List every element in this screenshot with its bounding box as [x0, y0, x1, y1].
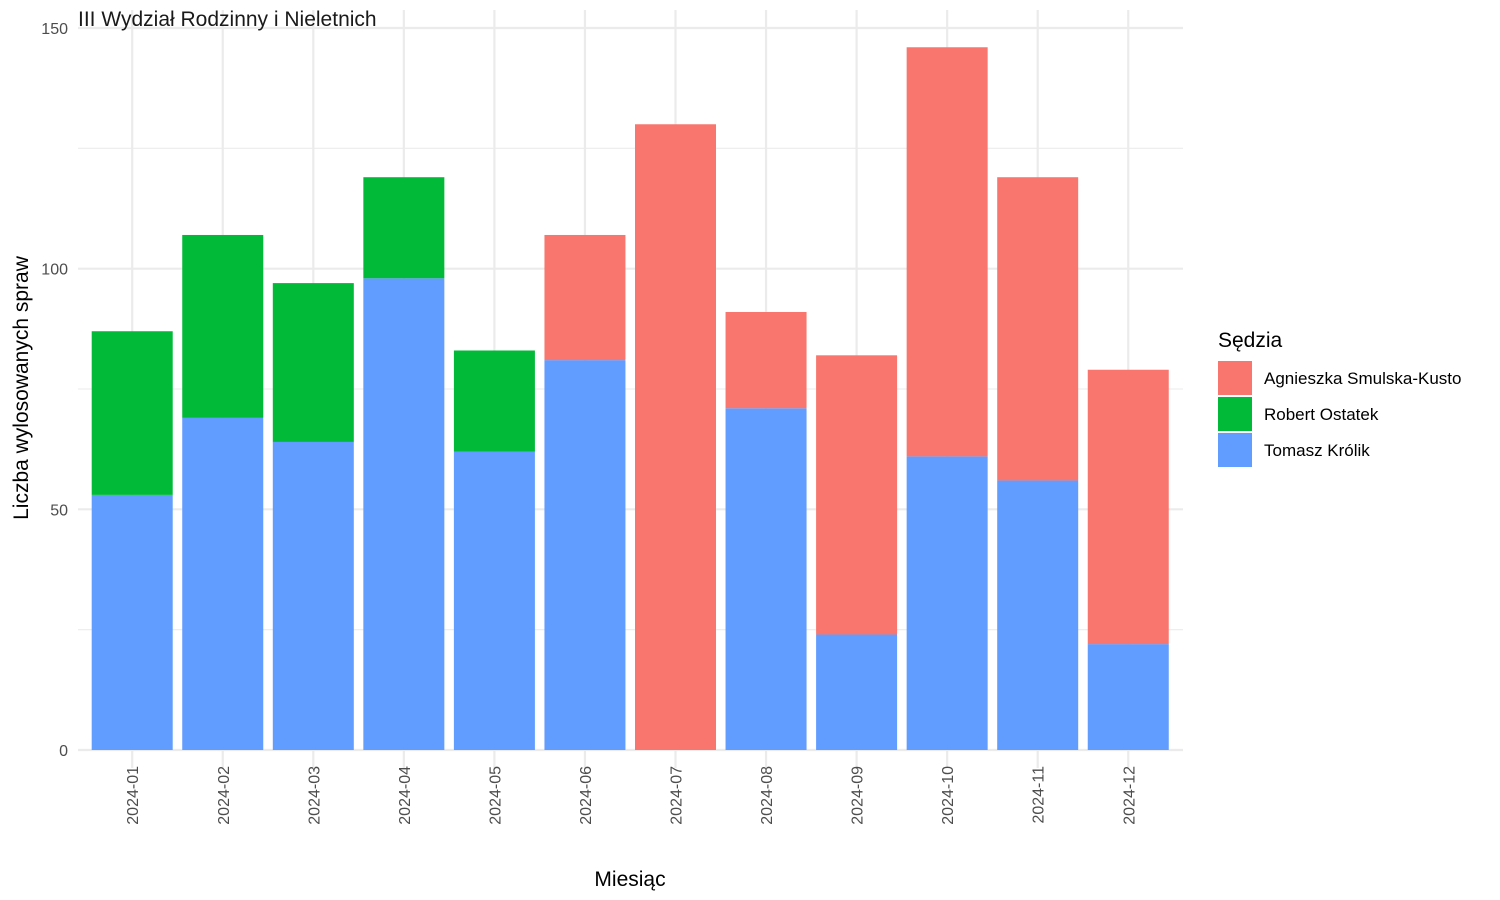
legend-swatch	[1218, 361, 1252, 395]
bar-segment	[816, 355, 898, 635]
x-tick-label: 2024-10	[940, 766, 957, 825]
legend-swatch	[1218, 433, 1252, 467]
bar-segment	[91, 331, 173, 495]
bar-segment	[997, 480, 1079, 750]
bar-segment	[997, 177, 1079, 481]
x-tick-label: 2024-08	[759, 766, 776, 825]
bar-segment	[363, 278, 445, 750]
x-axis-ticks: 2024-01 2024-02 2024-03 2024-04 2024-05 2024-…	[125, 766, 1138, 825]
x-tick-label: 2024-07	[669, 766, 686, 825]
chart-title: III Wydział Rodzinny i Nieletnich	[78, 8, 377, 31]
y-tick-label: 100	[41, 262, 68, 279]
legend-title: Sędzia	[1218, 329, 1283, 352]
legend-label: Robert Ostatek	[1264, 405, 1379, 424]
bar-segment	[544, 360, 626, 750]
y-tick-label: 150	[41, 21, 68, 38]
legend: Sędzia Agnieszka Smulska-Kusto Robert Ost…	[1218, 329, 1461, 467]
bar-segment	[453, 350, 535, 452]
y-tick-label: 0	[59, 743, 68, 760]
y-axis-ticks: 0 50 100 150	[41, 21, 68, 760]
bar-segment	[725, 311, 807, 409]
bar-segment	[182, 417, 264, 750]
x-tick-label: 2024-04	[397, 766, 414, 825]
x-tick-label: 2024-05	[487, 766, 504, 825]
bar-segment	[182, 234, 264, 418]
bar-segment	[91, 494, 173, 750]
bar-segment	[453, 451, 535, 750]
bars	[91, 47, 1169, 751]
x-tick-label: 2024-01	[125, 766, 142, 825]
bar-segment	[272, 441, 354, 750]
x-tick-label: 2024-12	[1121, 766, 1138, 825]
legend-label: Agnieszka Smulska-Kusto	[1264, 369, 1461, 388]
y-axis-title: Liczba wylosowanych spraw	[10, 255, 33, 520]
bar-segment	[635, 124, 716, 751]
x-tick-label: 2024-03	[306, 766, 323, 825]
legend-items: Agnieszka Smulska-Kusto Robert Ostatek Tom…	[1218, 361, 1461, 467]
bar-segment	[544, 234, 626, 361]
bar-segment	[906, 47, 988, 457]
x-axis-title: Miesiąc	[594, 868, 665, 891]
bar-segment	[1087, 369, 1169, 645]
x-tick-label: 2024-02	[216, 766, 233, 825]
bar-segment	[906, 456, 988, 750]
x-tick-label: 2024-09	[850, 766, 867, 825]
bar-segment	[272, 283, 354, 442]
x-tick-label: 2024-06	[578, 766, 595, 825]
legend-swatch	[1218, 397, 1252, 431]
bar-segment	[725, 408, 807, 750]
y-tick-label: 50	[50, 502, 68, 519]
bar-segment	[1087, 644, 1169, 750]
legend-label: Tomasz Królik	[1264, 441, 1370, 460]
x-tick-label: 2024-11	[1031, 766, 1048, 824]
bar-segment	[363, 177, 445, 279]
bar-segment	[816, 634, 898, 750]
